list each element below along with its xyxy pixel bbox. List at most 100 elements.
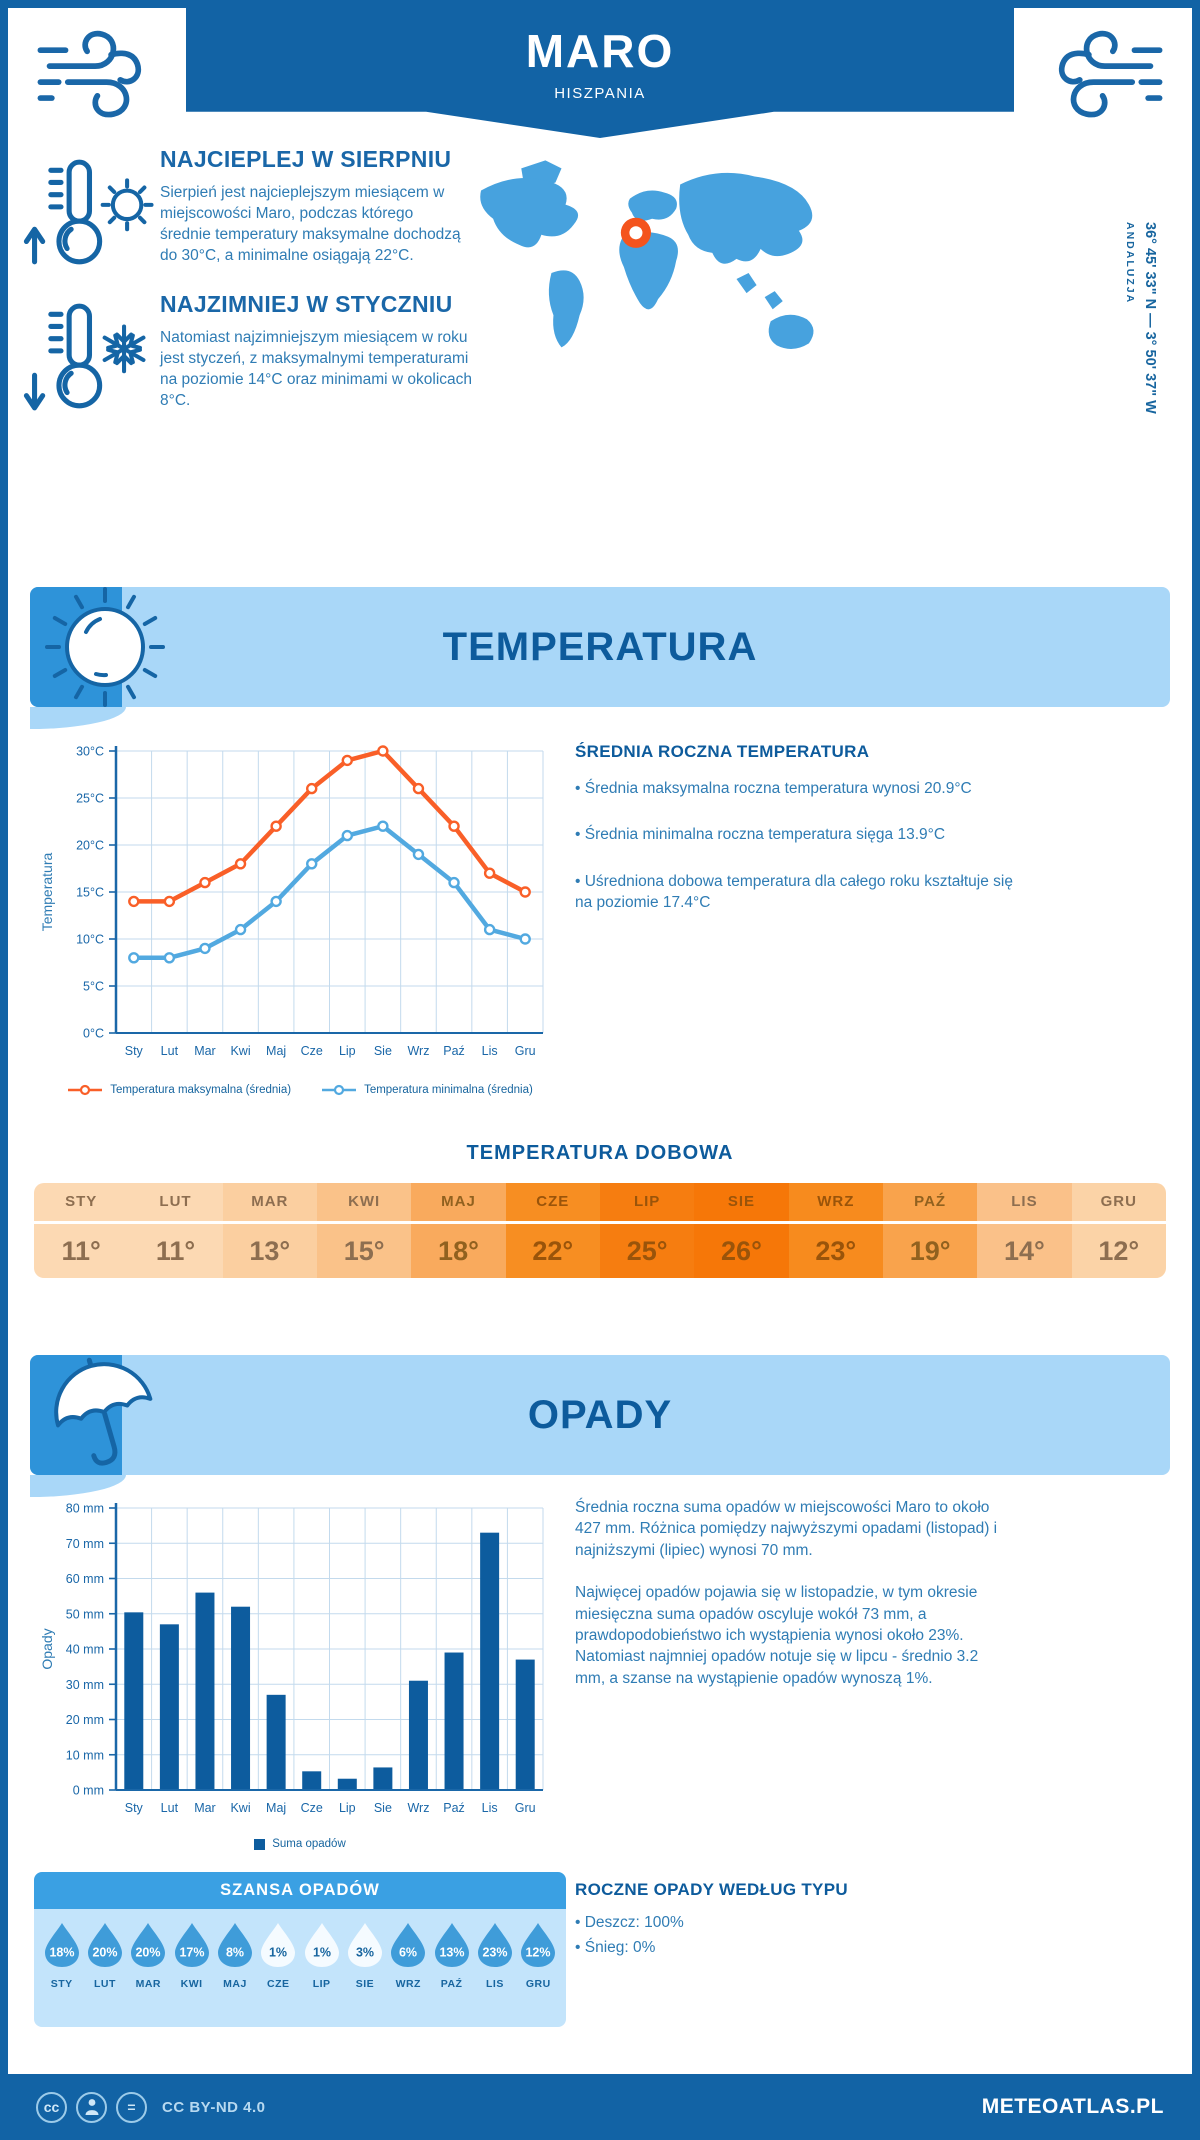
umbrella-icon [54, 1357, 153, 1466]
table-value-cell: 25° [599, 1224, 695, 1278]
svg-text:Kwi: Kwi [230, 1044, 250, 1058]
table-month-cell: LIS [977, 1183, 1072, 1221]
svg-text:20 mm: 20 mm [66, 1713, 104, 1727]
chance-item: 18% STY [42, 1921, 82, 1990]
chance-heading: SZANSA OPADÓW [34, 1872, 566, 1909]
precipitation-types-list: • Deszcz: 100% • Śnieg: 0% [575, 1914, 684, 1964]
table-value-cell: 12° [1071, 1224, 1166, 1278]
no-derivatives-icon: = [116, 2091, 147, 2123]
chance-month-label: LIP [312, 1978, 331, 1990]
brand-label: METEOATLAS.PL [981, 2095, 1164, 2118]
daily-temperature-table: STY LUT MAR KWI MAJ CZE LIP SIE WRZ PAŹ LIS GRU 11°… [34, 1183, 1166, 1278]
daily-temperature-heading: TEMPERATURA DOBOWA [466, 1142, 734, 1164]
chance-item: 17% KWI [172, 1921, 212, 1990]
svg-text:80 mm: 80 mm [66, 1502, 104, 1516]
svg-text:Lut: Lut [161, 1801, 179, 1815]
temperature-section-banner: TEMPERATURA [30, 587, 1170, 729]
annual-temperature-stats: • Średnia maksymalna roczna temperatura … [575, 778, 1021, 939]
svg-text:Sie: Sie [374, 1801, 392, 1815]
temperature-title: TEMPERATURA [442, 624, 758, 669]
droplet-icon: 23% [476, 1921, 514, 1974]
chance-panel: 18% STY 20% LUT 20% MAR 17% KWI 8% MAJ 1% CZE 1% LIP 3… [34, 1909, 566, 2027]
legend-label: Suma opadów [272, 1838, 346, 1850]
svg-text:10 mm: 10 mm [66, 1748, 104, 1762]
chance-month-label: WRZ [395, 1978, 421, 1990]
legend-swatch [254, 1838, 266, 1850]
chance-item: 13% PAŹ [432, 1921, 472, 1990]
table-month-cell: LIP [599, 1183, 695, 1221]
svg-text:Cze: Cze [301, 1044, 323, 1058]
chance-month-label: LUT [94, 1978, 116, 1990]
svg-text:1%: 1% [313, 1946, 331, 1960]
droplet-icon: 6% [389, 1921, 427, 1974]
svg-text:8%: 8% [226, 1946, 244, 1960]
table-value-cell: 15° [316, 1224, 412, 1278]
svg-text:20°C: 20°C [76, 839, 104, 853]
svg-text:70 mm: 70 mm [66, 1537, 104, 1551]
coldest-text: Natomiast najzimniejszym miesiącem w rok… [160, 329, 473, 410]
stat-item: • Średnia maksymalna roczna temperatura … [575, 780, 972, 797]
droplet-icon: 13% [433, 1921, 471, 1974]
table-month-cell: CZE [505, 1183, 600, 1221]
precipitation-paragraph-2: Najwięcej opadów pojawia się w listopadz… [575, 1584, 979, 1687]
svg-text:17%: 17% [179, 1946, 204, 1960]
table-value-cell: 11° [34, 1224, 129, 1278]
svg-text:50 mm: 50 mm [66, 1607, 104, 1621]
table-month-cell: LUT [128, 1183, 223, 1221]
svg-text:Gru: Gru [515, 1801, 536, 1815]
svg-text:Lut: Lut [161, 1044, 179, 1058]
svg-text:30 mm: 30 mm [66, 1678, 104, 1692]
type-item: • Deszcz: 100% [575, 1914, 684, 1931]
svg-text:Opady: Opady [39, 1628, 55, 1669]
svg-text:Gru: Gru [515, 1044, 536, 1058]
svg-text:Lip: Lip [339, 1044, 356, 1058]
svg-text:30°C: 30°C [76, 745, 104, 759]
svg-text:Kwi: Kwi [230, 1801, 250, 1815]
wind-icon [37, 30, 142, 118]
svg-text:Lis: Lis [482, 1044, 498, 1058]
table-value-cell: 11° [128, 1224, 223, 1278]
location-marker [620, 217, 652, 248]
table-month-cell: SIE [694, 1183, 789, 1221]
droplet-icon: 17% [173, 1921, 211, 1974]
table-month-cell: MAJ [411, 1183, 506, 1221]
svg-text:15°C: 15°C [76, 886, 104, 900]
droplet-icon: 20% [129, 1921, 167, 1974]
title-banner: MARO HISZPANIA [186, 0, 1014, 138]
table-value-cell: 18° [411, 1224, 506, 1278]
precipitation-text: Średnia roczna suma opadów w miejscowośc… [575, 1497, 1012, 1710]
thermometer-low-snowflake-icon [23, 303, 146, 411]
table-value-row: 11° 11° 13° 15° 18° 22° 25° 26° 23° 19° 14° 12° [34, 1224, 1166, 1278]
droplet-icon: 1% [259, 1921, 297, 1974]
svg-text:5°C: 5°C [83, 980, 104, 994]
region-label: ANDALUZJA [1124, 222, 1136, 305]
legend-label: Temperatura maksymalna (średnia) [110, 1084, 292, 1096]
legend-item: Temperatura minimalna (średnia) [321, 1084, 533, 1096]
droplet-icon: 8% [216, 1921, 254, 1974]
svg-text:Mar: Mar [194, 1044, 216, 1058]
precipitation-section-banner: OPADY [30, 1355, 1170, 1497]
footer: cc = CC BY-ND 4.0 METEOATLAS.PL [0, 2074, 1200, 2140]
svg-text:1%: 1% [269, 1946, 287, 1960]
chance-item: 20% MAR [128, 1921, 168, 1990]
table-value-cell: 19° [882, 1224, 978, 1278]
warmest-text: Sierpień jest najcieplejszym miesiącem w… [160, 184, 461, 265]
temperature-legend: Temperatura maksymalna (średnia) Temperat… [36, 1084, 564, 1096]
chance-month-label: LIS [486, 1978, 504, 1990]
svg-text:0°C: 0°C [83, 1027, 104, 1041]
chance-month-label: STY [50, 1978, 73, 1990]
world-map [480, 160, 814, 349]
table-value-cell: 23° [788, 1224, 883, 1278]
annual-temperature-heading: ŚREDNIA ROCZNA TEMPERATURA [575, 742, 870, 761]
svg-text:12%: 12% [526, 1946, 551, 1960]
svg-text:Wrz: Wrz [407, 1044, 429, 1058]
svg-text:Maj: Maj [266, 1044, 286, 1058]
warmest-heading: NAJCIEPLEJ W SIERPNIU [160, 146, 452, 172]
svg-text:60 mm: 60 mm [66, 1572, 104, 1586]
type-item: • Śnieg: 0% [575, 1939, 656, 1956]
chance-month-label: CZE [267, 1978, 290, 1990]
droplet-icon: 1% [303, 1921, 341, 1974]
svg-text:Cze: Cze [301, 1801, 323, 1815]
legend-label: Temperatura minimalna (średnia) [364, 1084, 533, 1096]
